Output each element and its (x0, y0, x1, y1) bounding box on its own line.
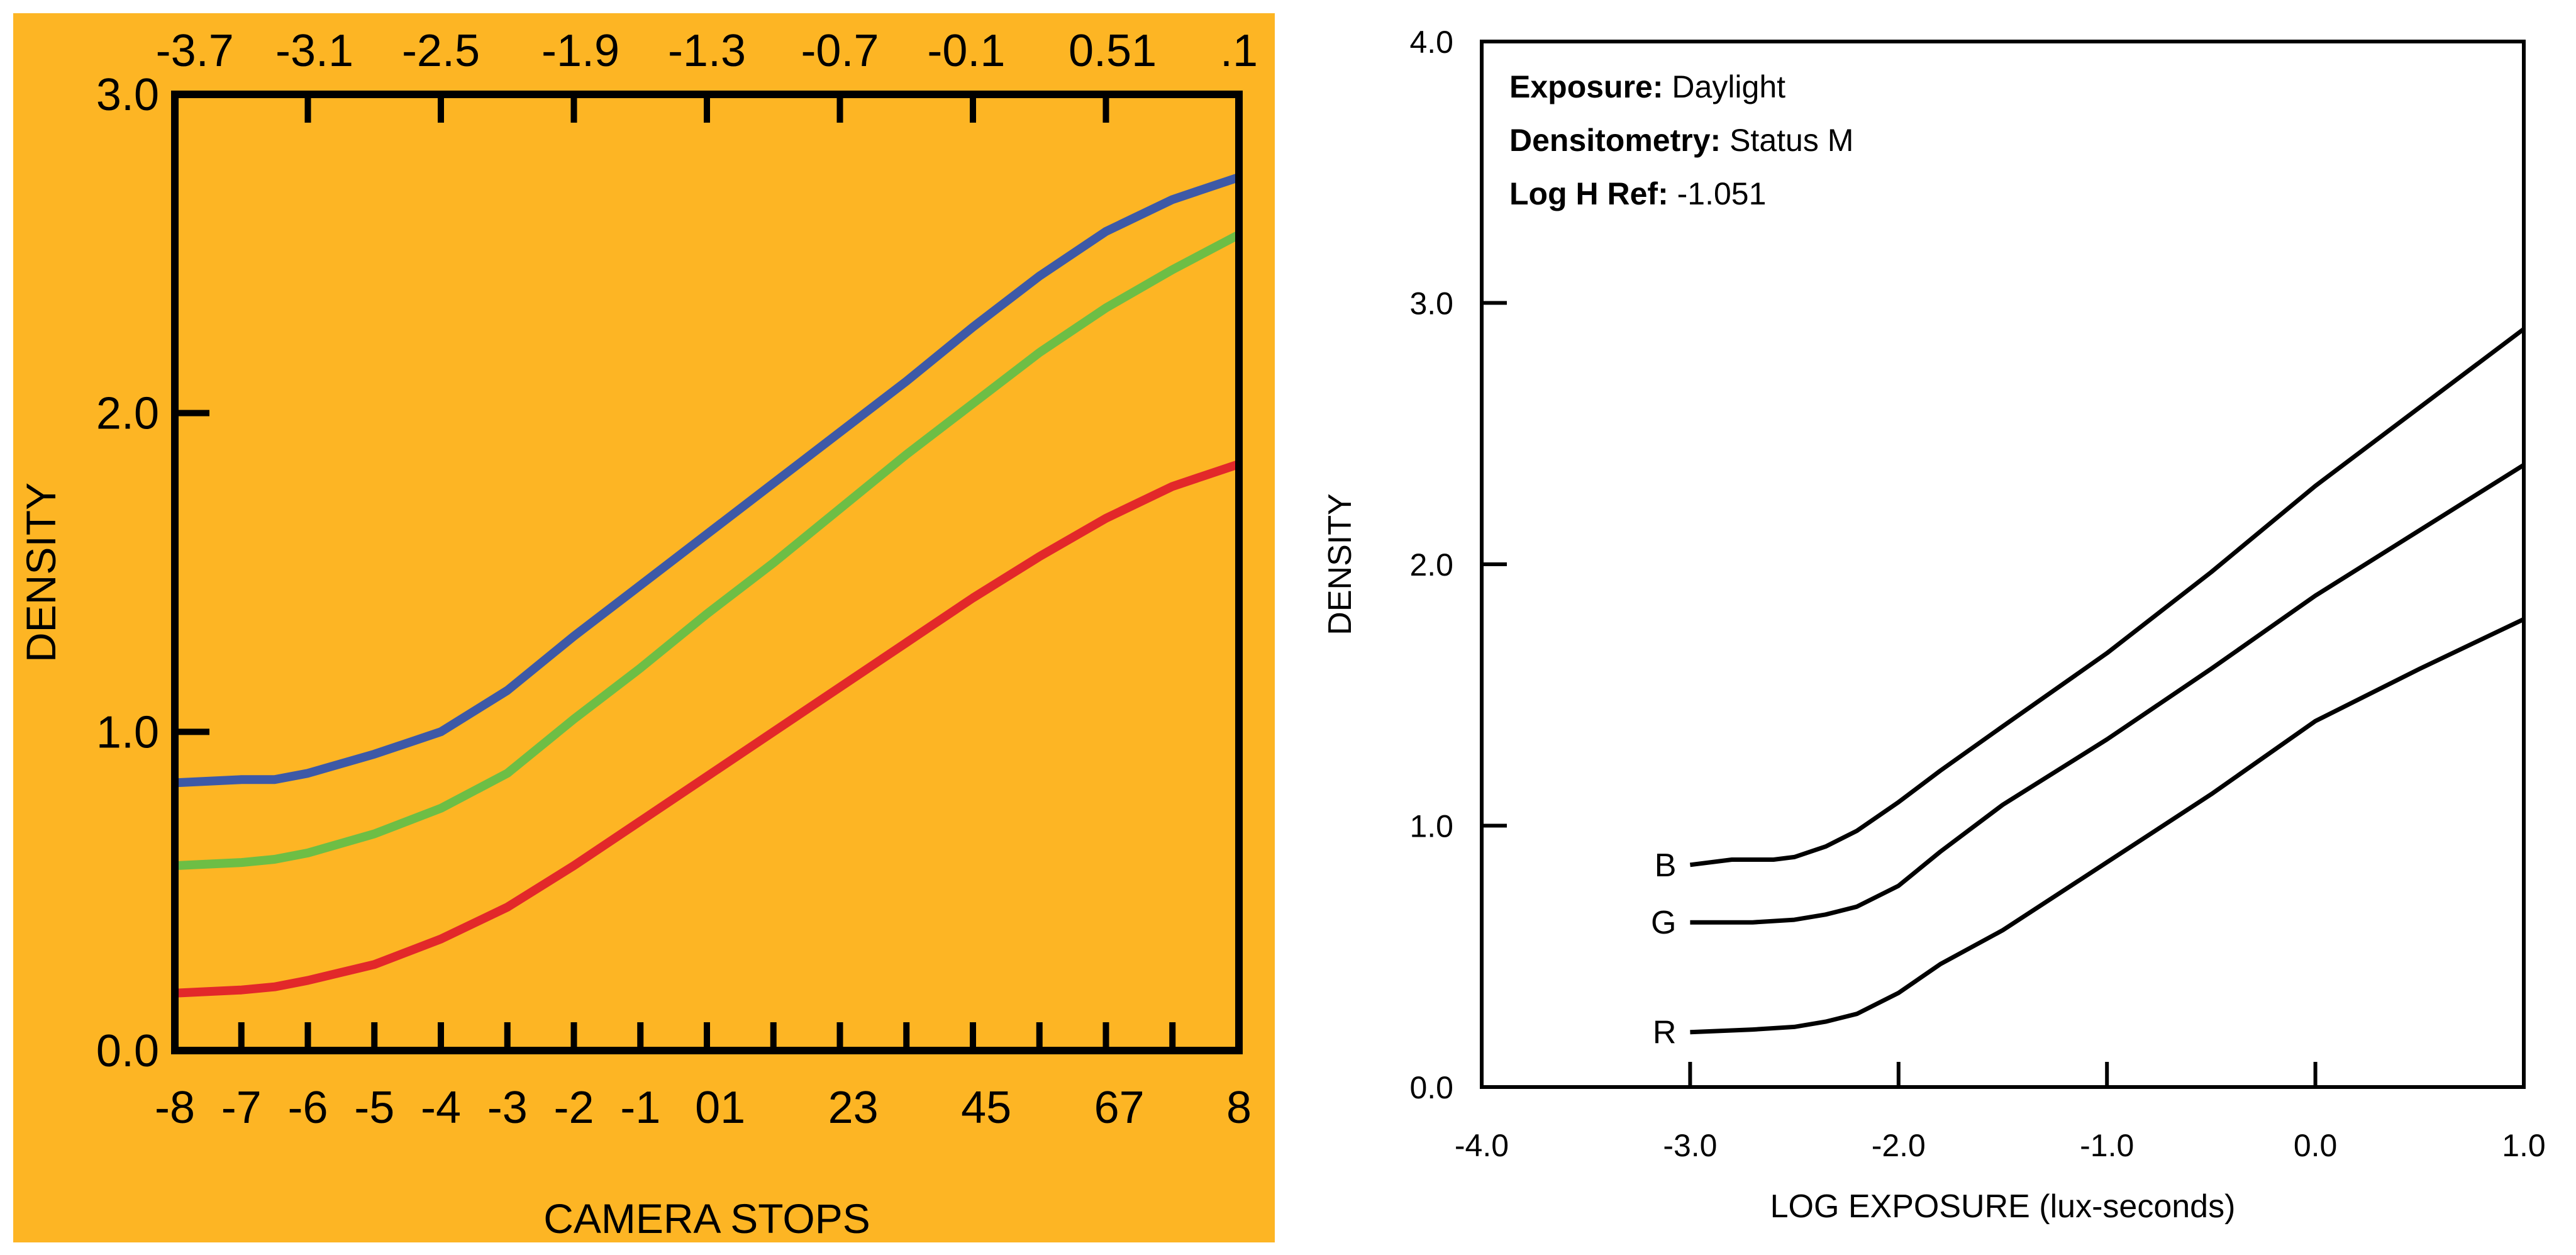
x-tick-label: -1.0 (2080, 1128, 2134, 1163)
y-axis-title: DENSITY (18, 482, 64, 662)
series-label-g: G (1651, 905, 1676, 941)
x-tick-label: -6 (287, 1083, 328, 1133)
x-axis-title: CAMERA STOPS (543, 1195, 870, 1242)
annotation-1: Densitometry: Status M (1509, 123, 1853, 158)
top-tick-label: .1 (1220, 26, 1258, 76)
y-tick-label: 0.0 (96, 1026, 159, 1076)
top-tick-label: -1.3 (668, 26, 746, 76)
annotation-2: Log H Ref: -1.051 (1509, 176, 1766, 211)
top-tick-label: -1.9 (541, 26, 619, 76)
y-tick-label: 0.0 (1409, 1070, 1453, 1105)
y-tick-label: 1.0 (96, 707, 159, 757)
x-tick-label: 8 (1226, 1083, 1252, 1133)
x-tick-label: -4.0 (1455, 1128, 1509, 1163)
annotation-key: Densitometry: (1509, 123, 1721, 158)
x-tick-label: 23 (828, 1083, 879, 1133)
series-line-b (1689, 327, 2526, 867)
annotation-value: Status M (1721, 123, 1853, 158)
y-tick-label: 1.0 (1409, 809, 1453, 844)
y-tick-label: 4.0 (1409, 25, 1453, 60)
y-tick-label: 2.0 (1409, 547, 1453, 583)
x-tick-label: -1 (620, 1083, 660, 1133)
series-line-g (1690, 463, 2525, 925)
series-label-r: R (1653, 1015, 1677, 1051)
x-tick-label: -4 (421, 1083, 461, 1133)
series-label-b: B (1655, 847, 1677, 884)
x-tick-label: 0.0 (2294, 1128, 2338, 1163)
series-line-green (174, 230, 1241, 871)
top-tick-label: 0.51 (1069, 26, 1157, 76)
annotation-value: -1.051 (1668, 176, 1767, 211)
series-line-r (1690, 617, 2525, 1035)
y-axis-title: DENSITY (1322, 493, 1358, 635)
top-tick-label: -3.7 (156, 26, 234, 76)
x-tick-label: 45 (961, 1083, 1011, 1133)
x-tick-label: 01 (695, 1083, 745, 1133)
x-tick-label: -3 (487, 1083, 528, 1133)
chart-background (13, 13, 1275, 1242)
top-tick-label: -2.5 (402, 26, 480, 76)
annotation-key: Exposure: (1509, 69, 1663, 104)
x-tick-label: -8 (155, 1083, 195, 1133)
top-tick-label: -0.7 (801, 26, 879, 76)
x-tick-label: -5 (354, 1083, 394, 1133)
log-exposure-chart: BG R 0.0 1.0 2.0 3.0 4.0 -4.0 -3.0 -2.0 -1.0 0.0 1.0… (1322, 25, 2546, 1225)
x-tick-label: -3.0 (1663, 1128, 1717, 1163)
annotation-0: Exposure: Daylight (1509, 69, 1785, 104)
x-tick-label: 1.0 (2502, 1128, 2546, 1163)
x-axis-title: LOG EXPOSURE (lux-seconds) (1770, 1188, 2236, 1225)
series-line-blue (174, 173, 1241, 788)
camera-stops-chart: 0.0 1.0 2.0 3.0 -8 -7 -6 -5 -4 -3 -2 -1 01 23 45 67 8 -3.… (13, 13, 1275, 1242)
x-tick-label: -7 (221, 1083, 262, 1133)
top-tick-label: -3.1 (275, 26, 353, 76)
annotation-key: Log H Ref: (1509, 176, 1668, 211)
x-tick-label: -2 (553, 1083, 594, 1133)
x-tick-label: -2.0 (1872, 1128, 1926, 1163)
y-tick-label: 2.0 (96, 389, 159, 439)
series-line-red (174, 460, 1241, 998)
x-tick-label: 67 (1094, 1083, 1145, 1133)
annotation-value: Daylight (1663, 69, 1786, 104)
top-tick-label: -0.1 (927, 26, 1005, 76)
y-tick-label: 3.0 (1409, 286, 1453, 321)
y-tick-label: 3.0 (96, 70, 159, 120)
